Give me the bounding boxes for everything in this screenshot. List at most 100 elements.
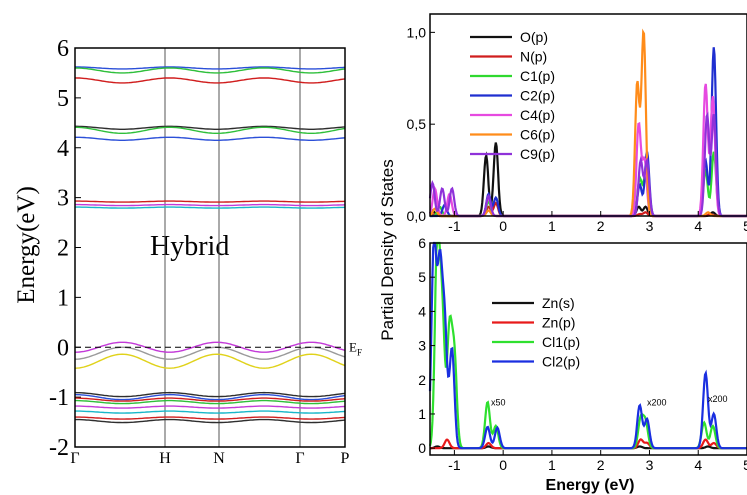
band-yticks: -2 -1 0 1 2 3 4 5 6 bbox=[49, 36, 81, 461]
band-ylabel: Energy(eV) bbox=[13, 186, 40, 304]
pdos-series-line bbox=[429, 28, 747, 218]
pdos-top-legend: O(p) N(p) C1(p) C2(p) C4(p) C6(p) C9(p) bbox=[470, 29, 555, 162]
band-line bbox=[74, 77, 346, 84]
band-line bbox=[75, 67, 346, 74]
fermi-label: EF bbox=[349, 339, 362, 357]
band-ytick-label: 3 bbox=[57, 186, 69, 212]
kpoint-label: Γ bbox=[70, 450, 79, 467]
legend-label: C4(p) bbox=[520, 107, 555, 123]
pdos-series-line bbox=[428, 83, 747, 218]
pdos-ytick-label: 0 bbox=[418, 440, 426, 456]
pdos-bottom-panel: 0 1 2 3 4 5 6 -1 0 1 2 3 4 5 Zn(s) Zn(p) Cl1(p) Cl2(p) x… bbox=[418, 235, 747, 494]
kpoint-label: P bbox=[341, 450, 350, 467]
pdos-xtick-label: 1 bbox=[548, 457, 556, 473]
pdos-ytick-label: 0,5 bbox=[407, 116, 427, 132]
band-ytick-label: 2 bbox=[57, 236, 69, 262]
band-line bbox=[75, 125, 346, 130]
legend-label: Cl2(p) bbox=[542, 354, 580, 370]
pdos-ytick-label: 1 bbox=[418, 406, 426, 422]
pdos-series-line bbox=[428, 111, 747, 218]
band-line bbox=[74, 393, 346, 401]
kpoint-label: N bbox=[213, 450, 225, 467]
pdos-xtick-label: -1 bbox=[448, 218, 461, 234]
band-line bbox=[74, 353, 346, 369]
pdos-xtick-label: -1 bbox=[448, 457, 461, 473]
legend-label: Zn(p) bbox=[542, 315, 575, 331]
band-structure-panel: Energy(eV) Hybrid -2 -1 0 1 2 3 4 5 6 Γ H N Γ P EF bbox=[13, 36, 362, 467]
pdos-xtick-label: 3 bbox=[646, 457, 654, 473]
legend-label: Cl1(p) bbox=[542, 334, 580, 350]
legend-label: C9(p) bbox=[520, 146, 555, 162]
band-ytick-label: 5 bbox=[57, 86, 69, 112]
band-ytick-label: 4 bbox=[57, 136, 69, 162]
band-line bbox=[75, 206, 346, 209]
pdos-top-panel: 0,0 0,5 1,0 -1 0 1 2 3 4 5 O(p) N(p) C1(p) C2(p) C4(p… bbox=[407, 13, 747, 234]
band-plot-frame bbox=[74, 47, 346, 448]
band-lines bbox=[74, 66, 346, 424]
kpoint-label: Γ bbox=[295, 450, 304, 467]
band-line bbox=[75, 203, 346, 207]
band-line bbox=[75, 341, 346, 353]
band-line bbox=[75, 405, 346, 409]
pdos-scale-annotation: x200 bbox=[708, 394, 728, 404]
pdos-bottom-lines bbox=[428, 241, 747, 450]
pdos-xtick-label: 1 bbox=[548, 218, 556, 234]
pdos-ytick-label: 0,0 bbox=[407, 208, 427, 224]
pdos-ylabel: Partial Density of States bbox=[378, 159, 397, 340]
pdos-top-lines bbox=[428, 28, 747, 218]
legend-label: Zn(s) bbox=[542, 295, 575, 311]
band-ytick-label: -1 bbox=[49, 385, 69, 411]
pdos-top-frame bbox=[429, 13, 747, 217]
band-line bbox=[75, 397, 346, 402]
pdos-ytick-label: 2 bbox=[418, 372, 426, 388]
legend-label: C2(p) bbox=[520, 88, 555, 104]
legend-label: O(p) bbox=[520, 29, 548, 45]
kpoint-label: H bbox=[159, 450, 171, 467]
legend-label: C1(p) bbox=[520, 68, 555, 84]
pdos-ytick-label: 3 bbox=[418, 338, 426, 354]
band-line bbox=[75, 126, 346, 134]
pdos-top-ticks: 0,0 0,5 1,0 -1 0 1 2 3 4 5 bbox=[407, 24, 747, 234]
band-line bbox=[75, 200, 346, 203]
legend-label: N(p) bbox=[520, 49, 547, 65]
pdos-scale-annotation: x200 bbox=[647, 397, 667, 407]
band-line bbox=[75, 410, 346, 414]
pdos-ytick-label: 6 bbox=[418, 235, 426, 251]
band-ytick-label: 6 bbox=[57, 36, 69, 62]
band-line bbox=[75, 136, 346, 141]
pdos-xtick-label: 5 bbox=[743, 218, 747, 234]
pdos-xtick-label: 4 bbox=[694, 218, 702, 234]
pdos-xtick-label: 0 bbox=[499, 457, 507, 473]
pdos-ytick-label: 5 bbox=[418, 269, 426, 285]
legend-label: C6(p) bbox=[520, 127, 555, 143]
pdos-xtick-label: 4 bbox=[694, 457, 702, 473]
pdos-series-line bbox=[428, 241, 747, 450]
pdos-bottom-annotations: x50 x200 x200 bbox=[491, 394, 728, 407]
pdos-scale-annotation: x50 bbox=[491, 397, 506, 407]
band-line bbox=[75, 399, 346, 405]
band-line bbox=[75, 346, 346, 360]
pdos-xtick-label: 5 bbox=[743, 457, 747, 473]
pdos-bottom-ticks: 0 1 2 3 4 5 6 -1 0 1 2 3 4 5 bbox=[418, 235, 747, 473]
pdos-xtick-label: 2 bbox=[597, 218, 605, 234]
band-line bbox=[75, 66, 346, 70]
pdos-ytick-label: 4 bbox=[418, 303, 426, 319]
band-ytick-label: -2 bbox=[49, 435, 69, 461]
band-line bbox=[75, 418, 346, 424]
pdos-xtick-label: 2 bbox=[597, 457, 605, 473]
band-annotation-hybrid: Hybrid bbox=[150, 231, 229, 262]
pdos-bottom-frame bbox=[429, 242, 747, 456]
pdos-xtick-label: 0 bbox=[499, 218, 507, 234]
band-ytick-label: 1 bbox=[57, 285, 69, 311]
pdos-series-line bbox=[430, 47, 747, 218]
pdos-series-line bbox=[428, 241, 747, 450]
pdos-xlabel: Energy (eV) bbox=[546, 477, 635, 494]
pdos-xtick-label: 3 bbox=[646, 218, 654, 234]
band-ytick-label: 0 bbox=[57, 335, 69, 361]
band-line bbox=[75, 416, 346, 420]
band-line bbox=[74, 391, 346, 398]
pdos-ytick-label: 1,0 bbox=[407, 24, 427, 40]
pdos-bottom-legend: Zn(s) Zn(p) Cl1(p) Cl2(p) bbox=[492, 295, 580, 370]
